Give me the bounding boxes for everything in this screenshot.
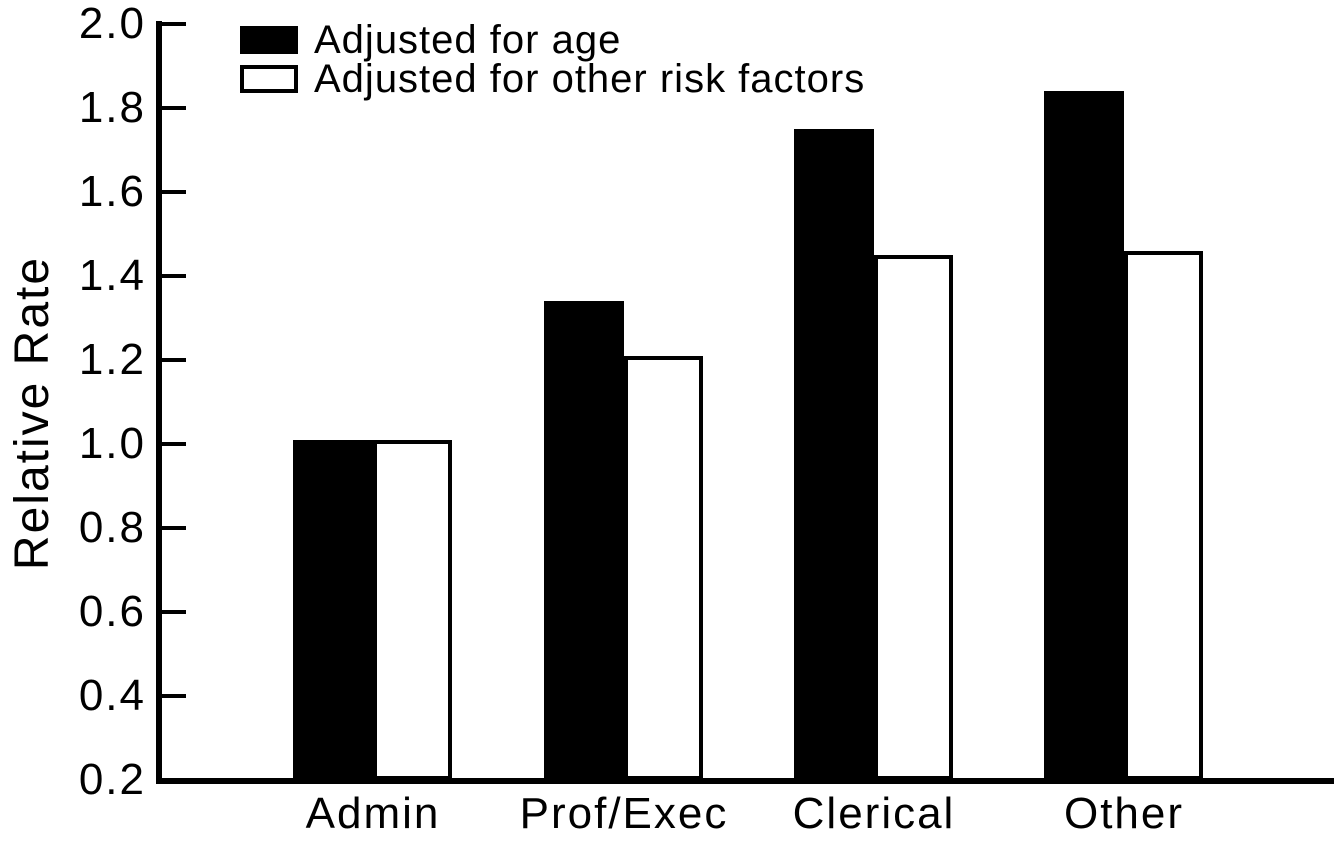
- y-axis-tick-1-4: [162, 274, 186, 278]
- bar-prof-exec-adjusted-for-age: [544, 301, 624, 780]
- y-axis-tick-1-2: [162, 358, 186, 362]
- x-axis-label-prof-exec: Prof/Exec: [519, 789, 729, 838]
- y-axis-tick-1-6: [162, 190, 186, 194]
- y-axis-tick-1-8: [162, 106, 186, 110]
- legend-label-adjusted-for-other-risk-factors: Adjusted for other risk factors: [314, 57, 866, 101]
- y-axis-tick-label-1-4: 1.4: [78, 251, 146, 300]
- bar-other-adjusted-for-age: [1044, 91, 1124, 780]
- y-axis-tick-0-6: [162, 610, 186, 614]
- y-axis-line: [156, 21, 162, 784]
- legend-label-adjusted-for-age: Adjusted for age: [314, 18, 622, 62]
- y-axis-tick-label-0-6: 0.6: [78, 587, 146, 636]
- bar-clerical-adjusted-for-other-risk-factors: [874, 255, 953, 780]
- y-axis-tick-label-0-4: 0.4: [78, 671, 146, 720]
- y-axis-tick-1-0: [162, 442, 186, 446]
- bar-prof-exec-adjusted-for-other-risk-factors: [624, 356, 703, 780]
- x-axis-line: [156, 778, 1334, 784]
- x-axis-label-clerical: Clerical: [792, 789, 956, 838]
- bar-admin-adjusted-for-other-risk-factors: [373, 440, 452, 780]
- y-axis-tick-label-2-0: 2.0: [78, 0, 146, 48]
- y-axis-tick-label-0-2: 0.2: [78, 755, 146, 804]
- y-axis-tick-0-4: [162, 694, 186, 698]
- x-axis-label-admin: Admin: [305, 789, 441, 838]
- legend-swatch-adjusted-for-age: [240, 26, 298, 54]
- y-axis-tick-label-1-2: 1.2: [78, 335, 146, 384]
- y-axis-tick-2-0: [162, 22, 186, 26]
- y-axis-tick-0-8: [162, 526, 186, 530]
- y-axis-tick-label-1-8: 1.8: [78, 83, 146, 132]
- bar-clerical-adjusted-for-age: [794, 129, 874, 780]
- y-axis-tick-label-1-6: 1.6: [78, 167, 146, 216]
- bar-admin-adjusted-for-age: [293, 440, 373, 780]
- y-axis-tick-0-2: [162, 778, 186, 782]
- y-axis-tick-label-0-8: 0.8: [78, 503, 146, 552]
- legend-swatch-adjusted-for-other-risk-factors: [240, 65, 298, 93]
- x-axis-label-other: Other: [1063, 789, 1185, 838]
- y-axis-tick-label-1-0: 1.0: [78, 419, 146, 468]
